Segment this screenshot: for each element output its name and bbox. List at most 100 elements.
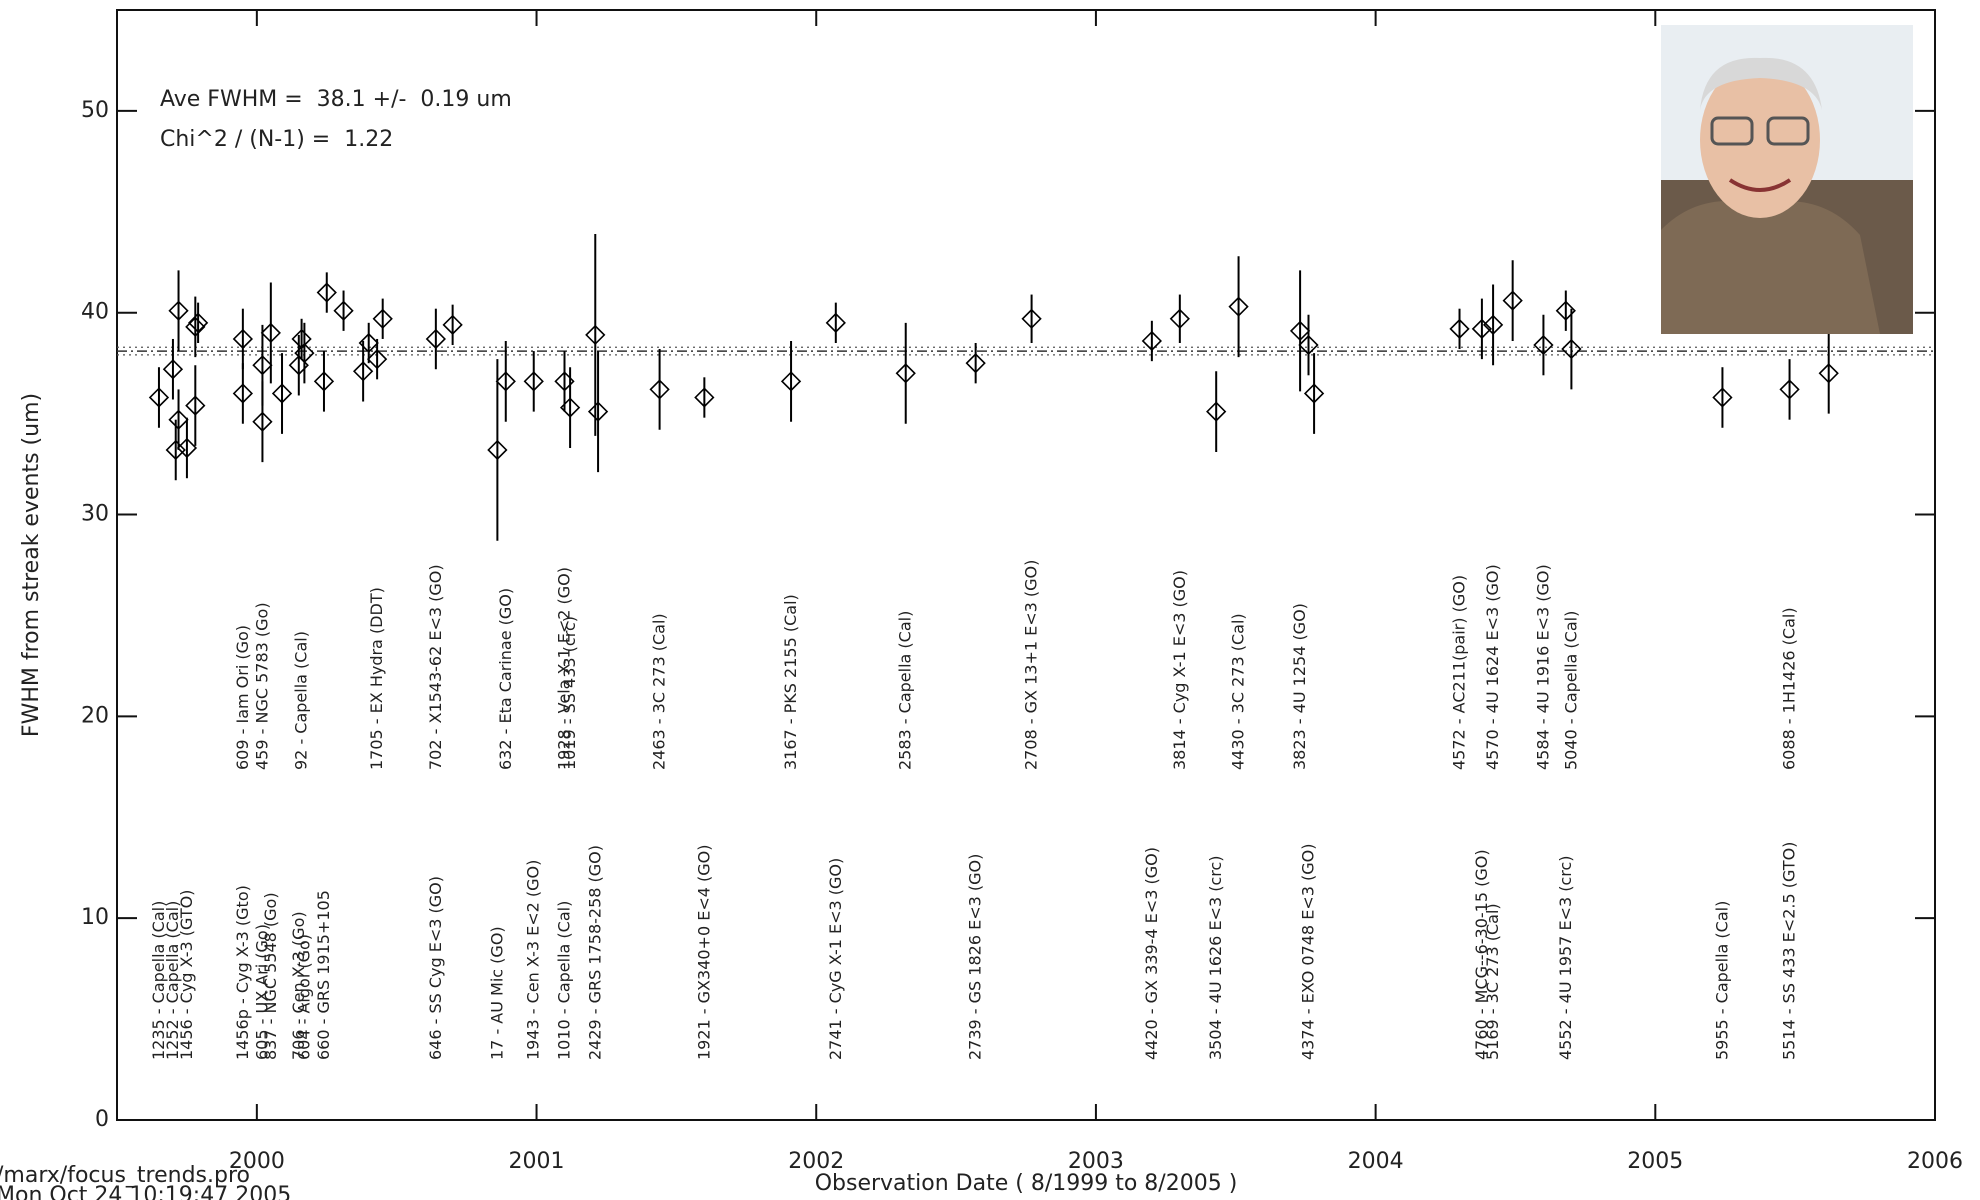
x-tick-label: 2001 — [509, 1149, 565, 1174]
point-label: 706 - Cen X-3 (Go) — [289, 911, 308, 1060]
point-label: 92 - Capella (Cal) — [292, 631, 311, 770]
data-point — [1818, 363, 1839, 384]
data-point — [1712, 387, 1733, 408]
x-tick-label: 2005 — [1627, 1149, 1683, 1174]
point-label: 2739 - GS 1826 E<3 (GO) — [966, 854, 985, 1060]
point-label: 2741 - CyG X-1 E<3 (GO) — [826, 858, 845, 1060]
point-label: 604 - Algol (Go) — [294, 934, 313, 1060]
data-point — [585, 324, 606, 346]
data-point — [1169, 308, 1190, 329]
data-point — [425, 328, 446, 350]
data-point — [316, 282, 337, 303]
y-tick-label: 40 — [81, 300, 109, 325]
data-point — [1533, 334, 1554, 356]
point-label: 4430 - 3C 273 (Cal) — [1229, 613, 1248, 770]
point-label: 4760 - MCG--6-30-15 (GO) — [1472, 849, 1491, 1060]
y-tick-label: 50 — [81, 98, 109, 123]
y-tick-label: 0 — [95, 1107, 109, 1132]
data-point — [780, 371, 802, 392]
point-label: 1921 - GX340+0 E<4 (GO) — [694, 845, 713, 1061]
point-label: 1019 - SS 433 (crc) — [560, 616, 579, 770]
data-point — [294, 342, 315, 364]
data-point — [487, 439, 508, 461]
x-tick-label: 2003 — [1068, 1149, 1124, 1174]
data-point — [1449, 318, 1470, 340]
y-tick-label: 30 — [81, 502, 109, 527]
data-point — [372, 308, 393, 329]
y-tick-label: 10 — [81, 905, 109, 930]
point-label: 6088 - 1H1426 (Cal) — [1780, 607, 1799, 770]
data-point — [162, 359, 184, 380]
data-point — [1021, 308, 1042, 329]
point-label: 1456 - Cyg X-3 (GTO) — [177, 890, 196, 1060]
data-point — [1206, 401, 1227, 422]
y-axis-title: FWHM from streak events (um) — [19, 393, 44, 737]
data-point — [1555, 300, 1576, 321]
point-label: 4552 - 4U 1957 E<3 (crc) — [1556, 855, 1575, 1060]
data-point — [587, 401, 609, 422]
x-axis-title: Observation Date ( 8/1999 to 8/2005 ) — [815, 1171, 1238, 1196]
point-label: 2583 - Capella (Cal) — [896, 611, 915, 770]
plot-frame — [116, 9, 1936, 1121]
point-label: 2463 - 3C 273 (Cal) — [650, 613, 669, 770]
x-tick-label: 2006 — [1907, 1149, 1963, 1174]
point-label: 5955 - Capella (Cal) — [1712, 901, 1731, 1060]
data-point — [694, 387, 715, 408]
data-point — [313, 371, 335, 392]
point-label: 3814 - Cyg X-1 E<3 (GO) — [1170, 570, 1189, 770]
point-label: 632 - Eta Carinae (GO) — [496, 588, 515, 770]
x-tick-label: 2000 — [229, 1149, 285, 1174]
x-tick-label: 2004 — [1348, 1149, 1404, 1174]
data-point — [185, 395, 206, 416]
data-point — [1303, 383, 1325, 404]
data-point — [168, 409, 189, 430]
point-label: 4570 - 4U 1624 E<3 (GO) — [1483, 564, 1502, 770]
point-label: 1705 - EX Hydra (DDT) — [367, 587, 386, 770]
point-label: 2429 - GRS 1758-258 (GO) — [585, 845, 604, 1060]
point-label: 1252 - Capella (Cal) — [163, 901, 182, 1060]
point-label: 4572 - AC211(pair) (GO) — [1450, 575, 1469, 770]
point-label: 646 - SS Cyg E<3 (GO) — [426, 876, 445, 1060]
data-point — [1298, 334, 1319, 356]
point-label: 4374 - EXO 0748 E<3 (GO) — [1298, 844, 1317, 1060]
point-label: 605 - UX Ari (Go) — [252, 924, 271, 1060]
footer: Mon Oct 24 10:19:47 2005 — [0, 1183, 291, 1200]
data-point — [232, 383, 253, 404]
point-label: 3823 - 4U 1254 (GO) — [1290, 603, 1309, 770]
photo — [1661, 25, 1913, 334]
data-point — [559, 397, 581, 418]
point-label: 5040 - Capella (Cal) — [1561, 611, 1580, 770]
data-point — [1289, 320, 1311, 342]
data-point — [965, 353, 986, 374]
data-point — [187, 312, 209, 333]
data-point — [333, 300, 354, 321]
data-point — [165, 439, 186, 461]
data-point — [1228, 296, 1249, 317]
data-point — [523, 371, 544, 392]
point-label: 1943 - Cen X-3 E<2 (GO) — [524, 860, 543, 1060]
point-label: 4584 - 4U 1916 E<3 (GO) — [1533, 564, 1552, 770]
y-tick-label: 20 — [81, 703, 109, 728]
point-label: 1456p - Cyg X-3 (Gto) — [233, 885, 252, 1060]
x-tick-label: 2002 — [788, 1149, 844, 1174]
point-label: 609 - Iam Ori (Go) — [233, 625, 252, 770]
point-label: 1928 - Vela X-1 E<2 (GO) — [555, 567, 574, 770]
data-point — [1502, 290, 1523, 311]
point-label: 17 - AU Mic (GO) — [487, 926, 506, 1060]
data-point — [232, 328, 253, 350]
point-label: 2708 - GX 13+1 E<3 (GO) — [1022, 560, 1041, 770]
point-label: 4420 - GX 339-4 E<3 (GO) — [1142, 847, 1161, 1060]
point-label: 459 - NGC 5783 (Go) — [252, 602, 271, 770]
data-point — [168, 300, 189, 321]
point-label: 837 - NGC 5548 (Go) — [261, 892, 280, 1060]
data-point — [252, 411, 273, 432]
data-point — [358, 332, 379, 354]
data-point — [825, 312, 846, 333]
point-label: 1235 - Capella (Cal) — [149, 901, 168, 1060]
annotation: Chi^2 / (N-1) = 1.22 — [160, 127, 393, 152]
data-point — [1141, 330, 1162, 352]
data-point — [1561, 338, 1582, 360]
data-point — [1471, 318, 1493, 340]
data-point — [1482, 314, 1504, 335]
